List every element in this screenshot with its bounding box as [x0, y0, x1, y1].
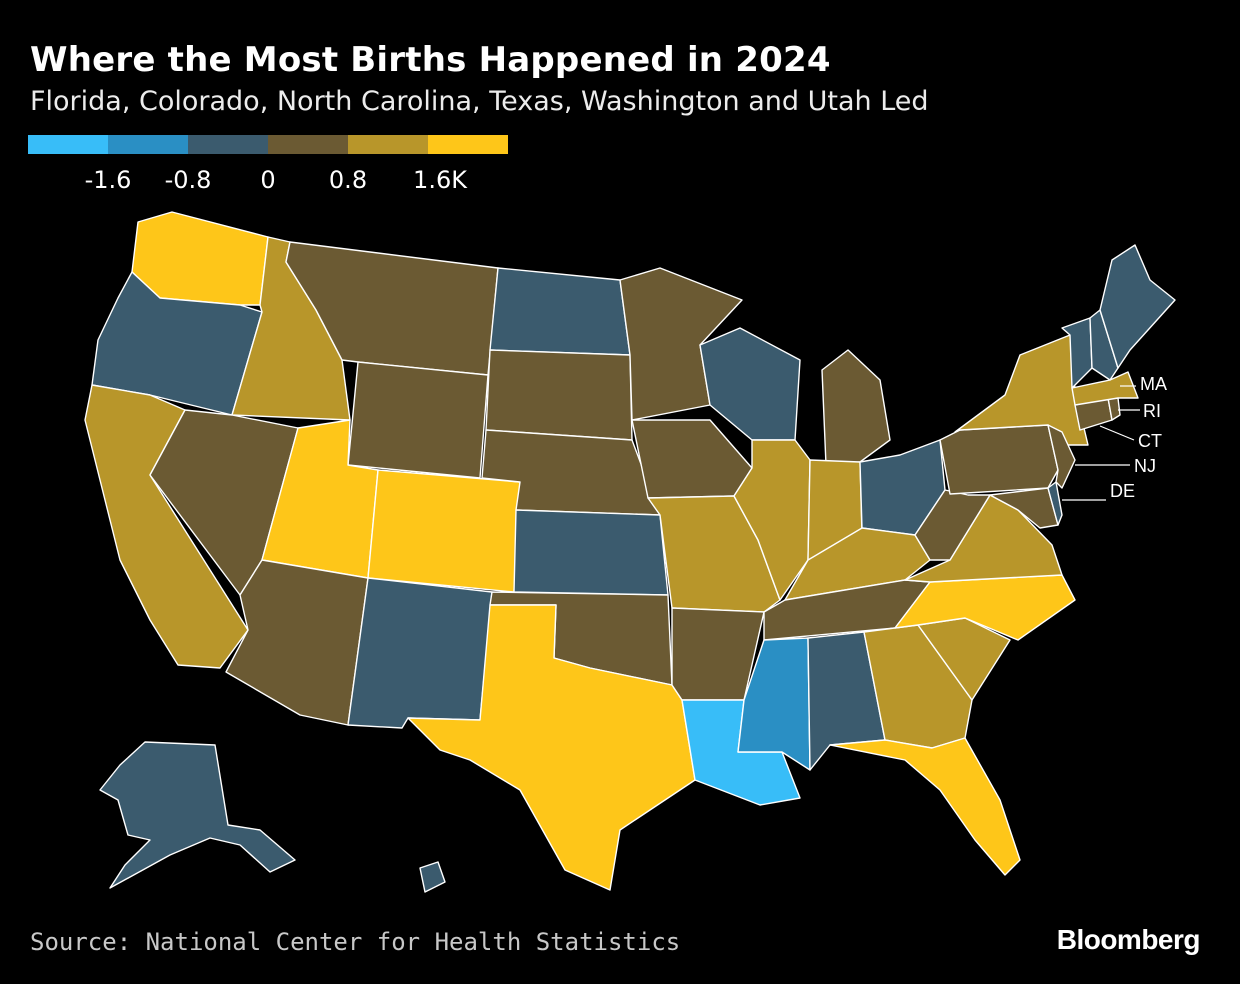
- page-title: Where the Most Births Happened in 2024: [30, 40, 831, 80]
- legend-label: 0.8: [328, 166, 368, 194]
- legend-label: 1.6K: [413, 166, 467, 194]
- state-me[interactable]: [1099, 244, 1176, 369]
- callout-label-ri: RI: [1143, 401, 1161, 421]
- state-md[interactable]: [989, 487, 1059, 529]
- callout-line-ct: [1099, 425, 1135, 441]
- legend-swatch: [348, 135, 428, 154]
- legend-swatch: [108, 135, 188, 154]
- legend-label: -1.6: [84, 166, 132, 194]
- state-or[interactable]: [91, 271, 263, 416]
- state-hi[interactable]: [419, 861, 446, 893]
- legend-swatch: [268, 135, 348, 154]
- state-nh[interactable]: [1089, 309, 1119, 381]
- state-ca[interactable]: [84, 384, 249, 669]
- state-ak[interactable]: [99, 741, 296, 889]
- page-subtitle: Florida, Colorado, North Carolina, Texas…: [30, 86, 929, 117]
- callout-label-nj: NJ: [1134, 456, 1156, 476]
- state-il[interactable]: [733, 439, 811, 601]
- legend-swatch: [28, 135, 108, 154]
- state-vt[interactable]: [1061, 317, 1093, 389]
- callout-label-ma: MA: [1140, 374, 1167, 394]
- state-tx[interactable]: [407, 604, 696, 891]
- brand-logo: Bloomberg: [1056, 924, 1201, 955]
- callout-label-de: DE: [1110, 481, 1136, 501]
- states-layer: [84, 211, 1176, 893]
- legend-label: -0.8: [164, 166, 212, 194]
- legend-swatch: [428, 135, 508, 154]
- state-nj[interactable]: [1047, 424, 1076, 489]
- legend-swatch: [188, 135, 268, 154]
- legend-label: 0: [260, 166, 276, 194]
- color-legend: [28, 135, 508, 154]
- source-note: Source: National Center for Health Stati…: [30, 928, 681, 956]
- state-de[interactable]: [1047, 481, 1063, 526]
- state-fl[interactable]: [829, 737, 1021, 876]
- callout-label-ct: CT: [1138, 431, 1162, 451]
